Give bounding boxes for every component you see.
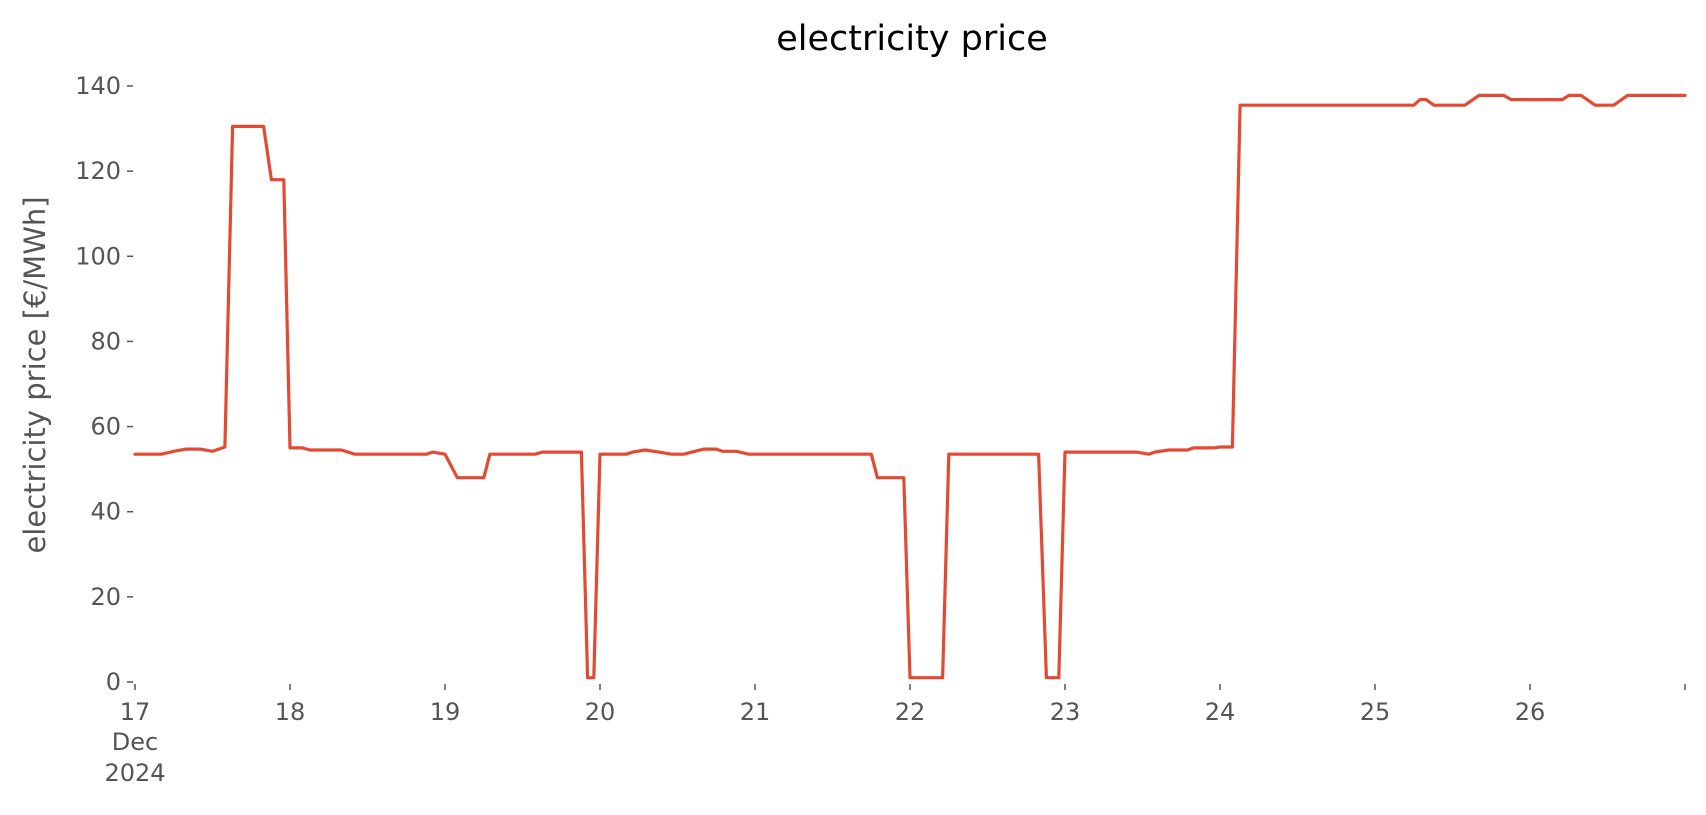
y-axis: 0 20 40 60 80 100 120 140	[75, 72, 133, 696]
x-tick-label: 26	[1515, 698, 1546, 726]
x-tick-label: 23	[1050, 698, 1081, 726]
x-tick-label: 20	[585, 698, 616, 726]
y-tick-label: 100	[75, 242, 121, 270]
x-tick-label: 22	[895, 698, 926, 726]
y-tick-label: 140	[75, 72, 121, 100]
y-tick-label: 80	[90, 327, 121, 355]
x-tick-label: 18	[275, 698, 306, 726]
price-series-line	[133, 93, 1687, 680]
x-tick-label: 17	[120, 698, 151, 726]
x-tick-label: 21	[740, 698, 771, 726]
x-tick-label: 24	[1205, 698, 1236, 726]
y-tick-label: 120	[75, 157, 121, 185]
x-tick-label: 25	[1360, 698, 1391, 726]
y-tick-label: 0	[106, 668, 121, 696]
y-tick-label: 60	[90, 413, 121, 441]
x-tick-sublabel: 2024	[104, 759, 165, 787]
y-tick-label: 40	[90, 498, 121, 526]
plot-area	[133, 93, 1687, 680]
x-tick-label: 19	[430, 698, 461, 726]
y-tick-label: 20	[90, 583, 121, 611]
y-axis-title: electricity price [€/MWh]	[18, 196, 52, 553]
x-tick-sublabel: Dec	[112, 728, 158, 756]
chart-title: electricity price	[776, 19, 1048, 59]
